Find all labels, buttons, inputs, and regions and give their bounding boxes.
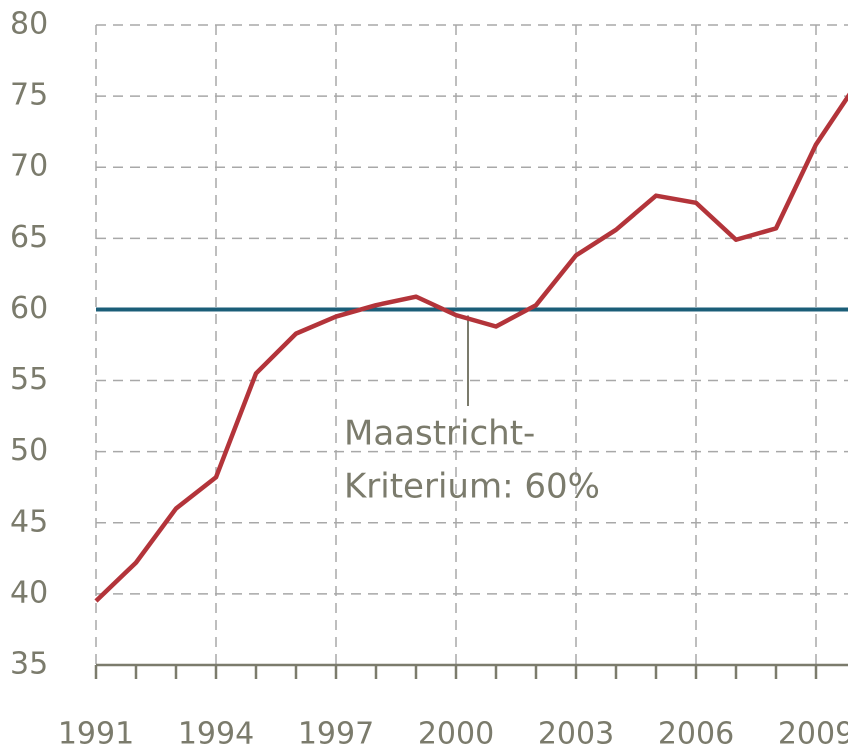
data-line — [94, 92, 848, 603]
y-tick-label: 55 — [10, 362, 48, 397]
y-tick-label: 70 — [10, 149, 48, 184]
y-tick-label: 50 — [10, 433, 48, 468]
x-tick-label: 1991 — [58, 717, 134, 752]
annotation-text: Maastricht- — [344, 414, 535, 454]
x-tick-label: 2009 — [778, 717, 848, 752]
x-tick-label: 2006 — [658, 717, 734, 752]
x-tick-label: 1994 — [178, 717, 254, 752]
y-tick-label: 35 — [10, 647, 48, 682]
y-tick-label: 40 — [10, 575, 48, 610]
y-tick-label: 80 — [10, 7, 48, 42]
x-tick-label: 2000 — [418, 717, 494, 752]
y-tick-label: 45 — [10, 504, 48, 539]
y-tick-label: 65 — [10, 220, 48, 255]
plot-area — [94, 92, 848, 603]
annotation-text: Kriterium: 60% — [344, 467, 600, 507]
x-tick-label: 1997 — [298, 717, 374, 752]
y-tick-label: 75 — [10, 78, 48, 113]
y-tick-label: 60 — [10, 291, 48, 326]
x-tick-label: 2003 — [538, 717, 614, 752]
